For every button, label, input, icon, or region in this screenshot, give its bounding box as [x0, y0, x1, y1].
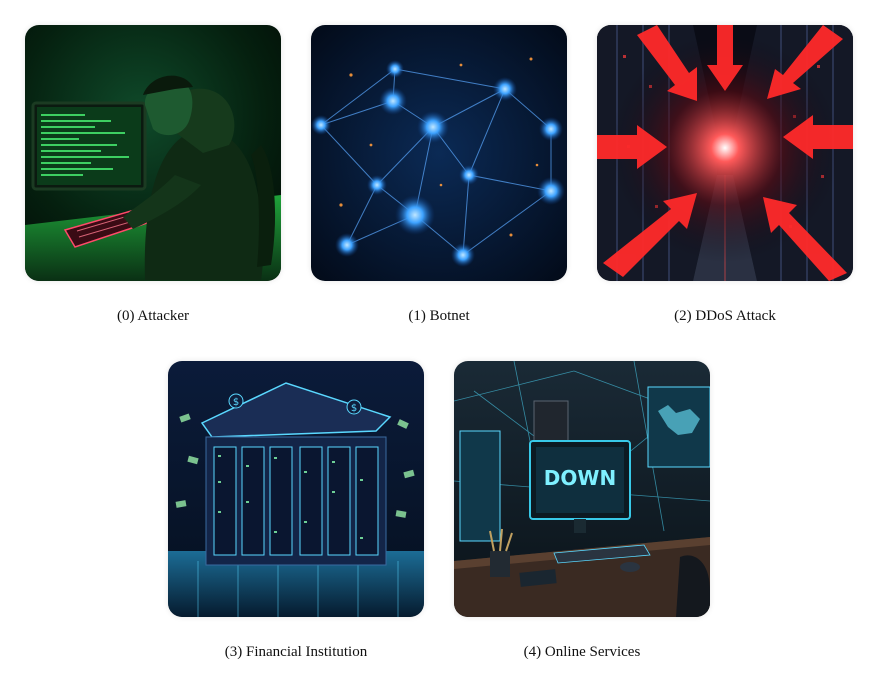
bank-symbol-left: $ [233, 397, 239, 408]
online-services-image: DOWN [454, 361, 710, 617]
attacker-illustration [25, 25, 281, 281]
botnet-image [311, 25, 567, 281]
attacker-image [25, 25, 281, 281]
online-services-illustration: DOWN [454, 361, 710, 617]
down-banner-text: DOWN [544, 466, 616, 490]
attacker-caption: (0) Attacker [116, 308, 190, 324]
online-services-caption: (4) Online Services [523, 644, 641, 660]
ddos-attack-caption: (2) DDoS Attack [674, 308, 776, 324]
bank-symbol-right: $ [351, 403, 357, 414]
financial-institution-image: $ $ [168, 361, 424, 617]
ddos-attack-image [597, 25, 853, 281]
botnet-illustration [311, 25, 567, 281]
financial-institution-illustration: $ $ [168, 361, 424, 617]
botnet-caption: (1) Botnet [408, 308, 470, 324]
financial-institution-caption: (3) Financial Institution [224, 644, 368, 660]
ddos-attack-illustration [597, 25, 853, 281]
